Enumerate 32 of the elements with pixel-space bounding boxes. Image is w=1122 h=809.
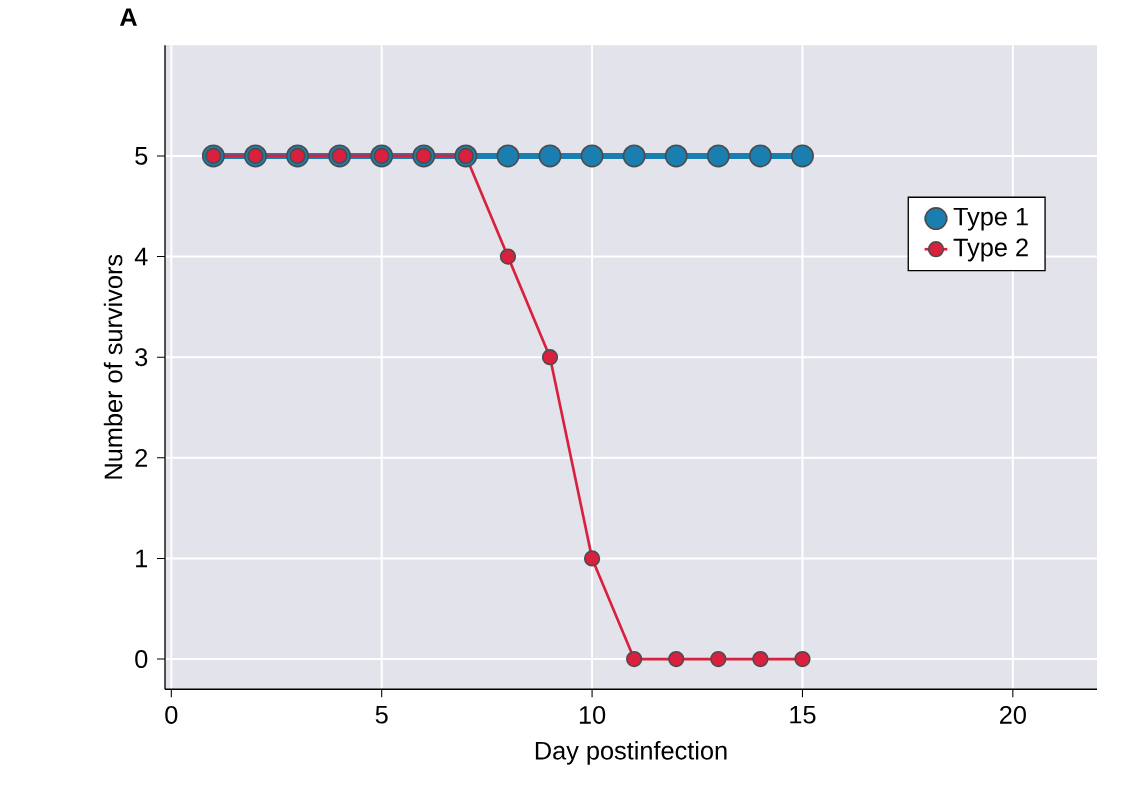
- point: [790, 144, 814, 168]
- y-tick-label: 2: [135, 448, 148, 467]
- y-tick-label: 0: [135, 649, 148, 668]
- point: [583, 550, 601, 567]
- point: [538, 144, 562, 168]
- y-tick-label: 1: [136, 549, 148, 568]
- point: [541, 348, 559, 366]
- x-tick-label: 15: [790, 705, 816, 724]
- point: [706, 144, 730, 168]
- point: [499, 248, 517, 265]
- point: [580, 144, 604, 168]
- point: [748, 144, 772, 168]
- legend-label: Type 1: [953, 207, 1028, 231]
- point: [668, 650, 685, 668]
- point: [496, 144, 520, 168]
- legend-label: Type 2: [953, 238, 1028, 262]
- point: [664, 144, 688, 168]
- x-tick-label: 0: [165, 705, 178, 724]
- point: [626, 650, 643, 668]
- point: [622, 144, 646, 168]
- x-axis-title: Day postinfection: [535, 740, 727, 765]
- y-tick-label: 4: [134, 247, 148, 266]
- point: [794, 650, 811, 668]
- x-tick-label: 20: [1000, 705, 1026, 724]
- y-tick-label: 5: [135, 146, 148, 165]
- x-tick-label: 10: [579, 705, 606, 724]
- y-axis-title: Number of survivors: [103, 254, 123, 479]
- chart-title: A: [119, 8, 137, 26]
- x-tick-label: 5: [375, 705, 388, 724]
- y-tick-label: 3: [135, 348, 148, 367]
- point: [752, 650, 769, 668]
- point: [710, 650, 727, 668]
